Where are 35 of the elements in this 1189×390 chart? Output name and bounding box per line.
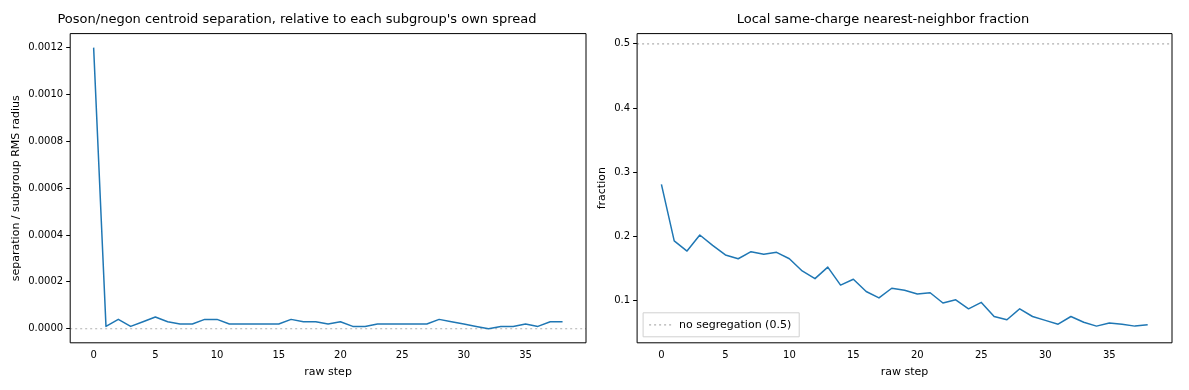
y-tick-label: 0.0000 <box>28 322 64 334</box>
x-tick-label: 10 <box>210 349 224 361</box>
x-axis-title: raw step <box>880 365 929 379</box>
y-axis-title: fraction <box>595 167 609 210</box>
x-tick-label: 30 <box>1038 349 1052 361</box>
y-tick-label: 0.4 <box>614 101 631 113</box>
x-tick-label: 10 <box>783 349 796 361</box>
chart-title: Local same-charge nearest-neighbor fraction <box>736 11 1030 27</box>
y-tick-label: 0.1 <box>614 294 631 306</box>
x-tick-label: 30 <box>457 349 471 361</box>
x-tick-label: 15 <box>847 349 860 361</box>
y-tick-label: 0.0006 <box>28 181 64 193</box>
x-tick-label: 0 <box>658 349 665 361</box>
y-tick-label: 0.0002 <box>28 275 64 287</box>
x-tick-label: 5 <box>152 349 159 361</box>
x-tick-label: 20 <box>910 349 924 361</box>
chart-title: Poson/negon centroid separation, relative to each subgroup's own spread <box>57 11 537 27</box>
y-tick-label: 0.0008 <box>28 134 64 146</box>
y-tick-label: 0.0010 <box>28 88 64 100</box>
legend-label: no segregation (0.5) <box>679 317 792 331</box>
x-tick-label: 15 <box>272 349 286 361</box>
x-tick-label: 20 <box>334 349 347 361</box>
x-tick-label: 35 <box>519 349 532 361</box>
y-tick-label: 0.2 <box>614 229 631 241</box>
y-tick-label: 0.5 <box>614 37 631 49</box>
y-tick-label: 0.0004 <box>28 228 64 240</box>
x-axis-title: raw step <box>304 365 352 379</box>
x-tick-label: 25 <box>395 349 409 361</box>
y-axis-title: separation / subgroup RMS radius <box>9 94 23 282</box>
x-tick-label: 0 <box>90 349 97 361</box>
x-tick-label: 5 <box>722 349 729 361</box>
x-tick-label: 35 <box>1102 349 1116 361</box>
y-tick-label: 0.0012 <box>28 41 64 53</box>
y-tick-label: 0.3 <box>614 165 631 177</box>
x-tick-label: 25 <box>974 349 988 361</box>
